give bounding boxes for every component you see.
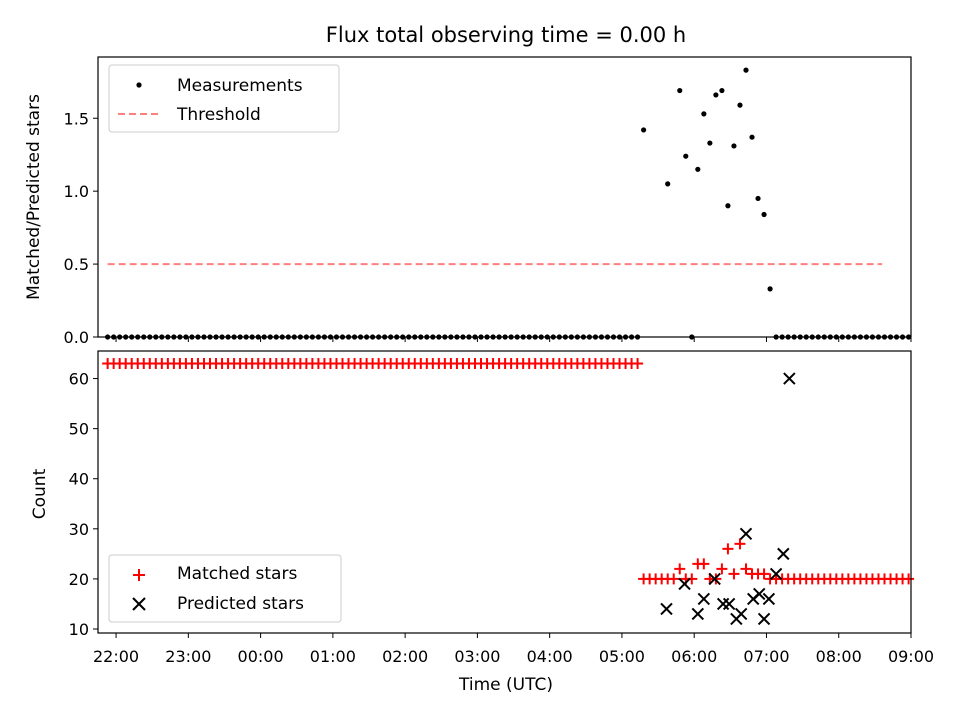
x-axis-label: Time (UTC)	[458, 675, 553, 695]
matched-stars-point	[698, 558, 710, 570]
predicted-stars-point	[722, 597, 736, 611]
matched-stars-point	[903, 573, 915, 585]
measurement-point	[641, 127, 647, 133]
measurement-point	[725, 203, 731, 209]
legend-predicted-stars-label: Predicted stars	[177, 594, 304, 614]
y-tick-label: 0.0	[64, 328, 89, 347]
predicted-stars-point	[691, 607, 705, 621]
measurement-point	[755, 195, 761, 202]
matched-stars-point	[716, 563, 728, 575]
predicted-stars-point	[753, 587, 766, 601]
y-tick-label: 20	[69, 570, 89, 589]
x-tick-label: 08:00	[816, 647, 862, 666]
x-tick-label: 00:00	[238, 647, 284, 666]
measurement-point	[761, 211, 767, 218]
top-panel: 0.0 0.5 1.0 1.5 Matched/Predicted stars Mea…	[24, 56, 912, 347]
bottom-panel: 10 20 30 40 50 60 22:00 23:00 00:00 01:00 02:00 03…	[30, 350, 934, 695]
legend-matched-stars-marker	[133, 569, 145, 581]
measurement-point	[683, 153, 689, 159]
predicted-stars-point	[777, 547, 790, 561]
y-tick-label: 0.5	[64, 255, 89, 274]
predicted-stars-point	[769, 567, 783, 581]
x-tick-label: 06:00	[671, 647, 717, 666]
legend-predicted-stars-marker	[132, 597, 146, 611]
top-panel-x-ticks	[115, 337, 912, 342]
x-tick-label: 09:00	[888, 647, 934, 666]
measurement-point	[719, 87, 725, 94]
x-tick-label: 22:00	[93, 647, 139, 666]
y-tick-label: 50	[69, 420, 89, 439]
matched-stars-point	[722, 543, 734, 555]
measurement-point	[749, 134, 755, 140]
measurement-point	[713, 92, 719, 98]
matched-stars-point	[758, 568, 770, 580]
measurement-point	[701, 111, 707, 117]
chart-title: Flux total observing time = 0.00 h	[326, 23, 686, 47]
measurement-point	[695, 166, 701, 172]
measurement-point	[743, 67, 749, 73]
bottom-panel-y-axis-label: Count	[30, 468, 50, 519]
predicted-stars-point	[678, 577, 691, 591]
predicted-stars-point	[697, 592, 711, 606]
bottom-panel-y-ticks: 10 20 30 40 50 60	[69, 370, 98, 639]
legend-threshold-label: Threshold	[176, 105, 261, 125]
legend-measurements-label: Measurements	[177, 76, 303, 96]
matched-stars-point	[632, 358, 644, 370]
measurement-point	[737, 102, 743, 108]
predicted-stars-point	[762, 592, 776, 606]
x-tick-label: 01:00	[310, 647, 356, 666]
y-tick-label: 1.5	[64, 109, 89, 128]
predicted-stars-point	[739, 527, 753, 541]
bottom-legend: Matched stars Predicted stars	[108, 554, 342, 623]
y-tick-label: 1.0	[64, 182, 89, 201]
x-tick-label: 02:00	[382, 647, 428, 666]
bottom-panel-data	[102, 358, 915, 626]
predicted-stars-point	[734, 607, 748, 621]
bottom-panel-x-ticks: 22:00 23:00 00:00 01:00 02:00 03:00 04:00 05:00…	[93, 633, 934, 666]
measurement-point	[767, 286, 773, 292]
bottom-legend-box	[108, 554, 342, 623]
predicted-stars-point	[783, 372, 796, 385]
predicted-stars-point	[708, 572, 721, 586]
matched-stars-point	[728, 568, 740, 580]
y-tick-label: 10	[69, 620, 89, 639]
top-panel-frame	[97, 56, 912, 338]
y-tick-label: 30	[69, 520, 89, 539]
top-legend: Measurements Threshold	[108, 64, 340, 133]
x-tick-label: 04:00	[527, 647, 573, 666]
matched-stars-point	[740, 563, 752, 575]
predicted-stars-point	[660, 602, 673, 616]
matched-stars-point	[686, 573, 698, 585]
x-tick-label: 07:00	[743, 647, 789, 666]
legend-matched-stars-label: Matched stars	[177, 564, 297, 584]
matched-stars-point	[668, 573, 680, 585]
x-tick-label: 03:00	[454, 647, 500, 666]
measurement-point	[677, 87, 683, 94]
top-panel-y-axis-label: Matched/Predicted stars	[24, 94, 44, 300]
matched-stars-point	[674, 563, 686, 575]
y-tick-label: 60	[69, 370, 89, 389]
bottom-panel-frame	[97, 350, 912, 634]
matched-stars-point	[734, 538, 746, 550]
top-legend-box	[108, 64, 340, 133]
measurement-point	[665, 181, 671, 187]
x-tick-label: 23:00	[165, 647, 211, 666]
measurement-point	[731, 143, 737, 149]
predicted-stars-point	[757, 612, 771, 626]
x-tick-label: 05:00	[599, 647, 645, 666]
y-tick-label: 40	[69, 470, 89, 489]
legend-measurements-marker	[136, 82, 142, 88]
measurement-point	[707, 140, 713, 146]
top-panel-y-ticks: 0.0 0.5 1.0 1.5	[64, 109, 98, 347]
